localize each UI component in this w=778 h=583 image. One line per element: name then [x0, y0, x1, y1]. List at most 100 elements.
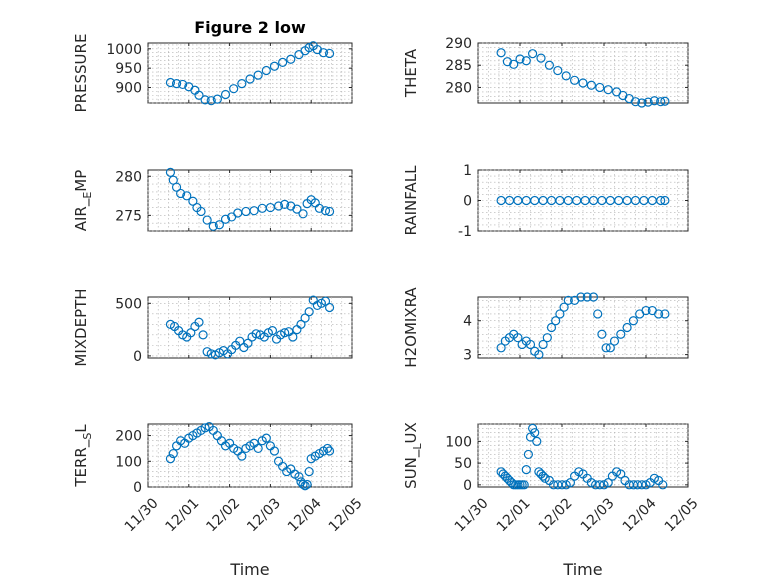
- chart-1-point: [245, 74, 255, 84]
- chart-4-ytick-label: 0: [463, 194, 472, 210]
- chart-7-point: [237, 451, 247, 461]
- chart-3-point: [214, 220, 224, 230]
- chart-6-point: [534, 350, 544, 360]
- chart-2-point: [536, 53, 546, 63]
- chart-6-point: [559, 302, 569, 312]
- chart-7-ytick-label: 0: [133, 480, 142, 496]
- chart-5-point: [324, 302, 335, 313]
- chart-8-point: [519, 480, 529, 490]
- chart-8-point: [565, 478, 576, 488]
- chart-3-point: [171, 182, 182, 192]
- chart-3-point: [273, 201, 284, 211]
- chart-5-ytick-label: 500: [115, 296, 142, 312]
- chart-8-ytick-label: 50: [454, 456, 472, 472]
- chart-6-point: [546, 322, 557, 333]
- chart-7-xlabel: Time: [229, 560, 269, 579]
- chart-4-ytick-label: -1: [458, 224, 472, 240]
- chart-5-axes-box: [147, 296, 353, 359]
- chart-5-point: [296, 319, 306, 329]
- chart-1-point: [165, 77, 176, 88]
- chart-3-ytick-label: 275: [115, 208, 142, 224]
- chart-5-point: [300, 313, 310, 323]
- chart-3-point: [320, 206, 331, 216]
- chart-4: -1 0 1 RAINFALL: [402, 163, 689, 240]
- chart-2-point: [656, 97, 666, 107]
- chart-6-point: [641, 305, 651, 316]
- chart-7-ytick-label: 200: [115, 429, 142, 445]
- chart-2-point: [561, 71, 571, 81]
- chart-7-point: [168, 448, 178, 459]
- chart-3-point: [324, 206, 335, 217]
- chart-6-point: [597, 329, 607, 339]
- chart-7-point: [294, 472, 304, 482]
- chart-8-xtick-label: 12/01: [494, 495, 534, 535]
- chart-6-point: [609, 336, 620, 346]
- chart-8-point: [603, 478, 613, 488]
- chart-3-point: [182, 191, 192, 201]
- chart-8-point: [557, 480, 567, 490]
- chart-3-ylabel: AIR_EMP: [72, 170, 94, 232]
- chart-5-ylabel: MIXDEPTH: [72, 288, 90, 366]
- chart-5-point: [251, 329, 261, 339]
- chart-3-point: [188, 196, 198, 206]
- chart-7-point: [200, 423, 210, 433]
- chart-2-point: [578, 78, 588, 88]
- chart-2-point: [544, 60, 555, 70]
- chart-7-point: [304, 466, 314, 477]
- chart-3-axes-box: [147, 169, 353, 232]
- chart-7-xtick-label: 11/30: [122, 495, 162, 535]
- chart-7-point: [253, 443, 263, 454]
- chart-8-point: [538, 471, 548, 481]
- chart-2-point: [569, 75, 580, 85]
- chart-1-title: Figure 2 low: [194, 18, 306, 37]
- chart-5-point: [186, 328, 196, 338]
- chart-4-point: [660, 195, 670, 206]
- chart-2-point: [595, 82, 605, 93]
- chart-6-point: [551, 316, 561, 326]
- chart-6-point: [628, 316, 639, 326]
- chart-3-point: [292, 204, 302, 214]
- chart-2: 280 285 290 THETA: [402, 36, 689, 108]
- chart-8-ytick-label: 100: [445, 434, 472, 450]
- chart-4-ytick-label: 1: [463, 163, 472, 179]
- chart-8-point: [527, 423, 538, 433]
- chart-2-point: [515, 54, 525, 64]
- chart-7-ytick-label: 100: [115, 454, 142, 470]
- chart-1-point: [278, 57, 288, 67]
- chart-6-point: [616, 329, 626, 339]
- chart-7-point: [302, 479, 312, 490]
- chart-6-point: [653, 309, 664, 319]
- chart-7-xtick-label: 12/04: [285, 495, 325, 535]
- chart-5-point: [304, 307, 314, 317]
- chart-2-ytick-label: 290: [445, 36, 472, 52]
- chart-6-ytick-label: 3: [463, 348, 472, 364]
- chart-2-point: [527, 49, 538, 59]
- chart-6-point: [496, 343, 506, 353]
- chart-2-point: [649, 96, 660, 106]
- chart-5-ytick-label: 0: [133, 349, 142, 365]
- chart-3-point: [280, 199, 290, 210]
- chart-2-point: [586, 80, 597, 90]
- chart-6-point: [588, 292, 599, 302]
- chart-2-point: [509, 59, 519, 69]
- chart-3-point: [298, 209, 308, 219]
- chart-5-point: [288, 332, 298, 342]
- chart-8-point: [530, 428, 540, 438]
- chart-2-point: [637, 98, 647, 108]
- chart-3-point: [176, 188, 186, 199]
- chart-7-point: [298, 479, 308, 490]
- chart-2-point: [521, 56, 531, 66]
- chart-2-ytick-label: 280: [445, 80, 472, 96]
- chart-8-point: [595, 480, 605, 490]
- chart-7-xtick-label: 12/05: [326, 495, 366, 535]
- chart-2-point: [496, 48, 506, 58]
- chart-7-point: [269, 446, 280, 456]
- chart-1-ytick-label: 1000: [106, 42, 142, 58]
- chart-8-ytick-label: 0: [463, 478, 472, 494]
- chart-5-point: [243, 338, 253, 348]
- chart-3-point: [208, 221, 218, 231]
- chart-8-xtick-label: 12/05: [662, 495, 702, 535]
- chart-6-point: [576, 292, 586, 302]
- chart-6-point: [525, 339, 536, 350]
- chart-2-point: [553, 65, 563, 76]
